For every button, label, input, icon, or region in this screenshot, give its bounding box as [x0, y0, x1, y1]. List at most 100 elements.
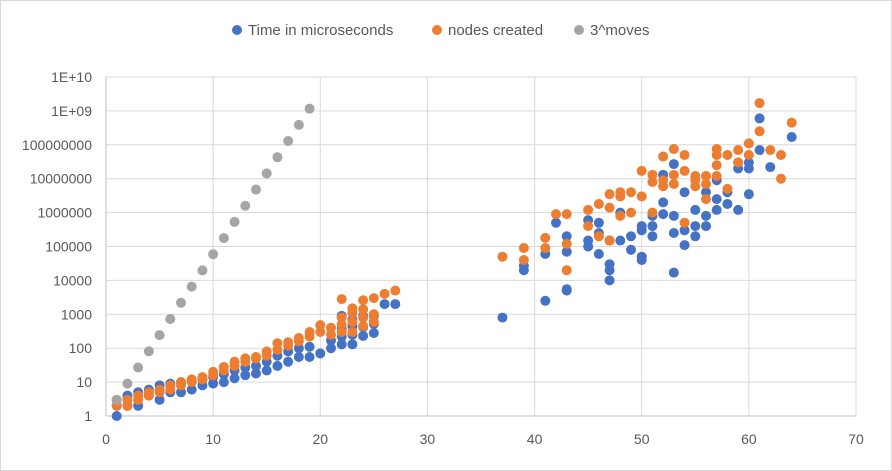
data-point: [154, 384, 165, 395]
data-point: [604, 235, 615, 246]
data-point: [240, 200, 251, 211]
data-point: [208, 366, 219, 377]
y-tick-label: 1: [84, 408, 92, 424]
data-point: [615, 210, 626, 221]
data-point: [711, 160, 722, 171]
data-point: [283, 337, 294, 348]
y-tick-label: 10000000: [30, 171, 93, 187]
data-point: [604, 275, 615, 286]
data-point: [326, 329, 336, 340]
data-point: [733, 204, 744, 215]
data-point: [754, 126, 765, 137]
data-point: [390, 285, 401, 296]
x-tick-label: 60: [741, 431, 757, 447]
data-point: [347, 339, 358, 350]
data-point: [304, 327, 315, 338]
data-point: [293, 332, 304, 343]
data-point: [358, 295, 369, 306]
data-point: [636, 165, 647, 176]
data-point: [154, 394, 165, 405]
data-point: [679, 150, 690, 161]
data-point: [636, 221, 647, 232]
legend-marker: [232, 25, 242, 35]
data-point: [315, 320, 326, 331]
y-tick-label: 1000: [61, 306, 92, 322]
legend-label: Time in microseconds: [248, 22, 393, 39]
data-point: [583, 204, 594, 215]
data-point: [679, 187, 690, 198]
data-point: [636, 251, 647, 262]
data-point: [176, 387, 186, 398]
data-point: [658, 197, 669, 208]
data-point: [540, 295, 551, 306]
data-point: [240, 353, 251, 364]
data-point: [701, 221, 711, 232]
data-point: [593, 231, 604, 242]
data-point: [143, 387, 154, 398]
data-point: [304, 103, 315, 114]
data-point: [551, 217, 561, 228]
y-tick-label: 10000: [53, 272, 92, 288]
gridlines: [106, 76, 857, 416]
data-point: [743, 138, 754, 149]
data-point: [379, 299, 390, 310]
data-point: [701, 187, 711, 198]
data-point: [336, 294, 347, 305]
data-point: [786, 131, 797, 142]
data-point: [368, 293, 379, 304]
data-point: [229, 356, 240, 367]
data-point: [133, 362, 144, 373]
data-point: [701, 171, 711, 182]
data-point: [540, 232, 551, 243]
data-point: [186, 384, 197, 395]
data-point: [251, 368, 261, 379]
data-point: [711, 144, 722, 155]
x-tick-label: 20: [312, 431, 328, 447]
data-point: [711, 171, 722, 182]
data-point: [668, 169, 679, 180]
y-tick-label: 1E+10: [51, 69, 92, 85]
data-point: [551, 209, 561, 220]
axes: [105, 77, 856, 417]
data-point: [658, 151, 669, 162]
data-point: [701, 178, 711, 189]
data-point: [604, 259, 615, 270]
data-point: [701, 194, 711, 205]
data-point: [154, 330, 165, 341]
data-point: [647, 221, 658, 232]
data-point: [368, 328, 379, 339]
data-point: [786, 117, 797, 128]
data-point: [593, 217, 604, 228]
data-point: [743, 150, 754, 161]
x-tick-label: 30: [420, 431, 436, 447]
data-point: [293, 119, 304, 130]
data-point: [218, 233, 229, 244]
data-point: [304, 352, 315, 363]
data-point: [679, 217, 690, 228]
data-point: [711, 204, 722, 215]
x-tick-label: 70: [848, 431, 864, 447]
data-point: [668, 159, 679, 170]
data-point: [347, 303, 358, 314]
data-point: [626, 187, 636, 198]
y-tick-label: 100000: [45, 239, 92, 255]
data-point: [315, 348, 326, 359]
legend-label: 3^moves: [590, 22, 650, 39]
data-point: [647, 207, 658, 218]
data-point: [733, 145, 744, 156]
data-point: [743, 157, 754, 168]
data-point: [647, 169, 658, 180]
data-point: [251, 360, 261, 371]
data-point: [111, 394, 122, 405]
data-point: [668, 267, 679, 278]
data-point: [358, 330, 369, 341]
data-point: [615, 235, 626, 246]
data-point: [283, 136, 294, 147]
x-tick-label: 0: [102, 431, 110, 447]
data-point: [326, 343, 336, 354]
data-point: [218, 361, 229, 372]
data-point: [272, 360, 283, 371]
data-point: [261, 346, 272, 357]
